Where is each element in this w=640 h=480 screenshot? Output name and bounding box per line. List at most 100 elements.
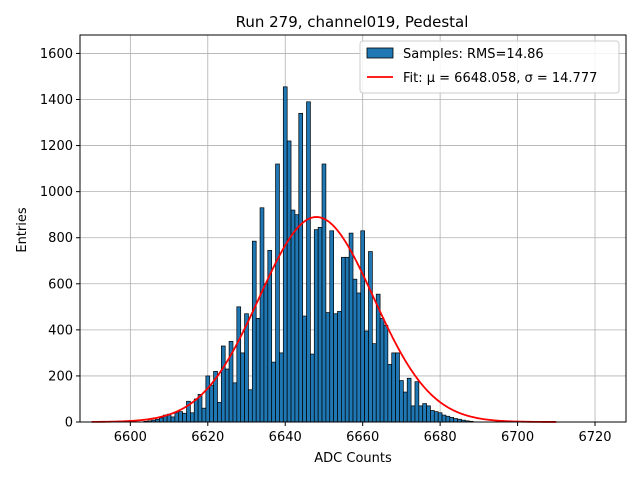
- histogram-bar: [395, 352, 400, 423]
- histogram-bar: [410, 405, 416, 423]
- histogram-bar: [263, 283, 269, 423]
- histogram-bar: [418, 405, 424, 423]
- histogram-bar: [317, 226, 323, 423]
- y-tick-label: 0: [65, 416, 73, 431]
- histogram-bar: [282, 86, 288, 423]
- histogram-bar: [178, 411, 183, 423]
- histogram-bar: [445, 415, 451, 423]
- histogram-bar: [441, 414, 447, 423]
- histogram-bar: [232, 382, 238, 423]
- histogram-bar: [387, 364, 393, 423]
- histogram-bar: [348, 232, 354, 423]
- histogram-bar: [310, 353, 315, 423]
- histogram-bar: [290, 209, 296, 423]
- histogram-bar: [379, 317, 385, 423]
- histogram-bar: [383, 324, 389, 423]
- legend-fit-label: Fit: μ = 6648.058, σ = 14.777: [403, 71, 597, 86]
- chart-title: Run 279, channel019, Pedestal: [236, 13, 469, 31]
- histogram-bar: [337, 311, 342, 423]
- histogram-bar: [313, 229, 319, 423]
- y-tick-label: 1600: [40, 47, 73, 62]
- histogram-bar: [201, 407, 207, 423]
- y-tick-label: 1200: [40, 139, 73, 154]
- x-tick-label: 6720: [578, 430, 611, 445]
- histogram-bar: [255, 317, 261, 423]
- histogram-bar: [159, 417, 164, 423]
- histogram-bar: [325, 312, 331, 423]
- x-tick-label: 6700: [501, 430, 534, 445]
- histogram-bar: [271, 361, 276, 423]
- histogram-bar: [333, 313, 338, 423]
- histogram-bar: [251, 240, 257, 423]
- histogram-bar: [356, 292, 362, 423]
- histogram-bar: [205, 375, 211, 423]
- histogram-bar: [341, 256, 346, 423]
- x-tick-label: 6600: [114, 430, 147, 445]
- histogram-bar: [244, 313, 249, 423]
- histogram-bar: [220, 345, 226, 423]
- plot-frame: [79, 34, 627, 423]
- histogram-bar: [433, 411, 439, 423]
- x-axis-title: ADC Counts: [314, 451, 392, 466]
- x-axis-ticks: 6600 6620 6640 6660 6680 6700 6720: [114, 422, 612, 445]
- histogram-bar: [360, 230, 365, 423]
- histogram-bar: [170, 416, 176, 423]
- histogram-bar: [302, 315, 307, 423]
- histogram-bar: [240, 352, 245, 423]
- histogram-bar: [402, 391, 408, 423]
- y-tick-label: 600: [48, 277, 73, 292]
- histogram-bar: [298, 112, 304, 423]
- histogram-bar: [209, 384, 214, 423]
- y-axis-title: Entries: [15, 207, 30, 253]
- histogram-bars: [143, 86, 474, 423]
- histogram-bar: [430, 410, 435, 423]
- histogram-bar: [275, 163, 280, 423]
- histogram-bar: [426, 405, 431, 423]
- histogram-bar: [391, 352, 396, 423]
- gaussian-fit-curve: [91, 216, 557, 423]
- histogram-bar: [344, 256, 350, 423]
- fit-curve-layer: [91, 216, 557, 423]
- x-tick-label: 6640: [269, 430, 302, 445]
- y-tick-label: 400: [48, 323, 73, 338]
- histogram-bar: [321, 163, 327, 423]
- histogram-bar: [329, 230, 334, 423]
- histogram-bar: [217, 402, 222, 423]
- histogram-bar: [375, 293, 381, 423]
- histogram-bar: [259, 207, 265, 423]
- histogram-bar: [306, 101, 311, 423]
- histogram-bar: [182, 412, 187, 423]
- histogram-bar: [190, 412, 195, 423]
- histogram-bar: [422, 403, 427, 423]
- histogram-bar: [364, 330, 369, 423]
- histogram-bar: [437, 412, 443, 423]
- legend-bar-swatch: [366, 47, 394, 59]
- histogram-bar: [236, 306, 242, 423]
- histogram-bar: [449, 417, 455, 423]
- histogram-bar: [294, 214, 300, 423]
- histogram-bar: [399, 380, 404, 423]
- histogram-bar: [248, 389, 253, 423]
- legend-box: [359, 40, 620, 94]
- histogram-bar: [279, 352, 284, 423]
- histogram-bar: [224, 368, 230, 423]
- y-tick-label: 800: [48, 231, 73, 246]
- histogram-bar: [406, 377, 412, 423]
- histogram-bar: [414, 381, 420, 423]
- histogram-bar: [174, 412, 180, 423]
- histogram-bar: [368, 251, 373, 423]
- x-tick-label: 6680: [424, 430, 457, 445]
- histogram-bar: [372, 343, 377, 423]
- y-tick-label: 1000: [40, 185, 73, 200]
- x-tick-label: 6660: [346, 430, 379, 445]
- y-axis-ticks: 0 200 400 600 800 1000 1200 1400 1600: [40, 47, 80, 431]
- histogram-bar: [352, 278, 358, 423]
- y-tick-label: 1400: [40, 93, 73, 108]
- histogram-bar: [453, 418, 458, 423]
- histogram-bar: [286, 140, 292, 423]
- histogram-bar: [193, 398, 199, 423]
- y-tick-label: 200: [48, 369, 73, 384]
- legend: Samples: RMS=14.86 Fit: μ = 6648.058, σ …: [359, 40, 620, 94]
- legend-samples-label: Samples: RMS=14.86: [403, 47, 544, 62]
